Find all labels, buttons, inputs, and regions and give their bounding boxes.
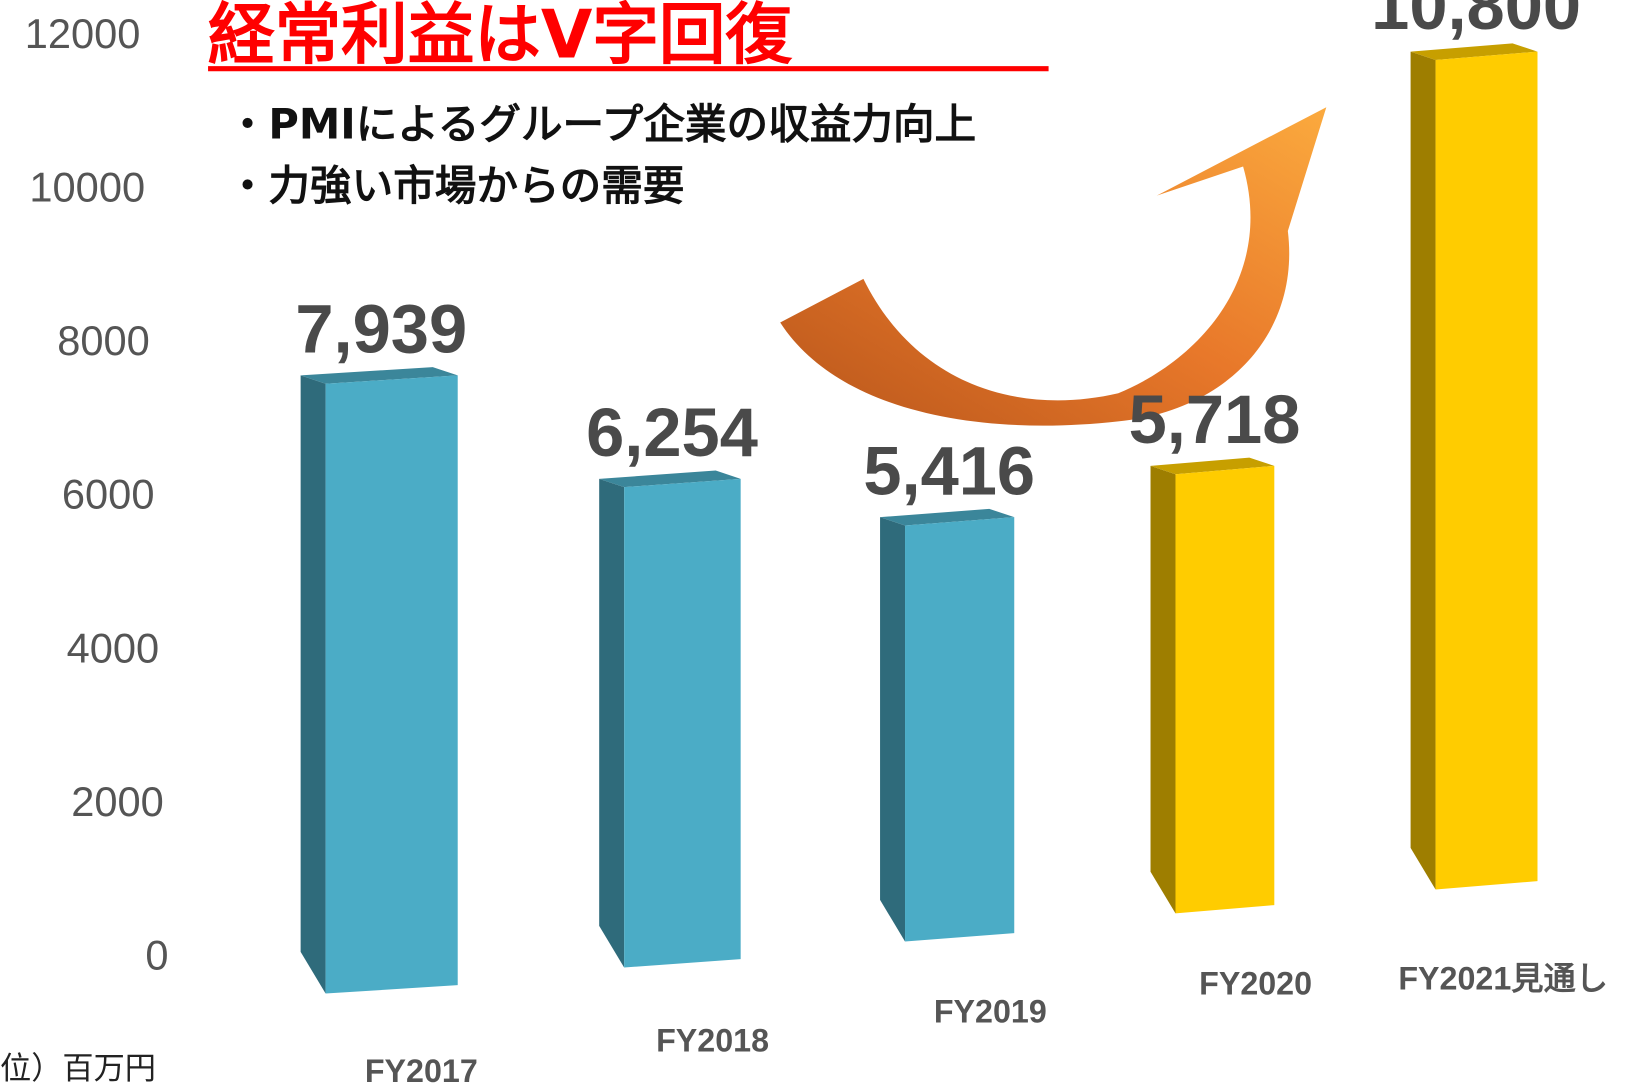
y-tick-label: 12000 [25, 10, 141, 57]
bar [1175, 466, 1274, 913]
chart-title: 経常利益はV字回復 [208, 0, 792, 73]
bar [1436, 52, 1538, 890]
annotation: ・PMIによるグループ企業の収益力向上 [227, 99, 976, 148]
bar-side [1151, 466, 1176, 913]
x-tick-label: FY2019 [934, 994, 1047, 1030]
value-label: 7,939 [295, 291, 467, 368]
bar [905, 517, 1014, 941]
bar [326, 375, 458, 993]
x-tick-label: FY2020 [1199, 966, 1312, 1002]
value-label: 5,416 [863, 432, 1035, 509]
value-label: 6,254 [586, 394, 758, 471]
y-tick-label: 6000 [62, 471, 155, 518]
y-tick-label: 0 [145, 932, 168, 979]
trend-arrow [780, 107, 1326, 425]
x-tick-label: FY2018 [656, 1023, 769, 1059]
y-tick-label: 10000 [29, 164, 145, 211]
y-tick-label: 4000 [67, 624, 160, 671]
bar-side [880, 517, 905, 941]
bar-side [301, 375, 326, 993]
y-tick-label: 2000 [71, 778, 164, 825]
page: 経常利益はV字回復 ・PMIによるグループ企業の収益力向上 ・力強い市場からの需… [0, 0, 1628, 1083]
bar [624, 479, 741, 968]
value-label: 5,718 [1129, 381, 1301, 458]
bar-side [1411, 52, 1436, 890]
unit-label: 位）百万円 [0, 1051, 156, 1083]
bar-side [599, 479, 624, 968]
x-tick-label: FY2017 [365, 1053, 478, 1083]
chart: 経常利益はV字回復 ・PMIによるグループ企業の収益力向上 ・力強い市場からの需… [0, 0, 1628, 1083]
value-label: 10,800 [1371, 0, 1581, 44]
y-tick-label: 8000 [57, 317, 150, 364]
x-tick-label: FY2021見通し [1398, 960, 1608, 996]
annotation: ・力強い市場からの需要 [227, 161, 685, 210]
